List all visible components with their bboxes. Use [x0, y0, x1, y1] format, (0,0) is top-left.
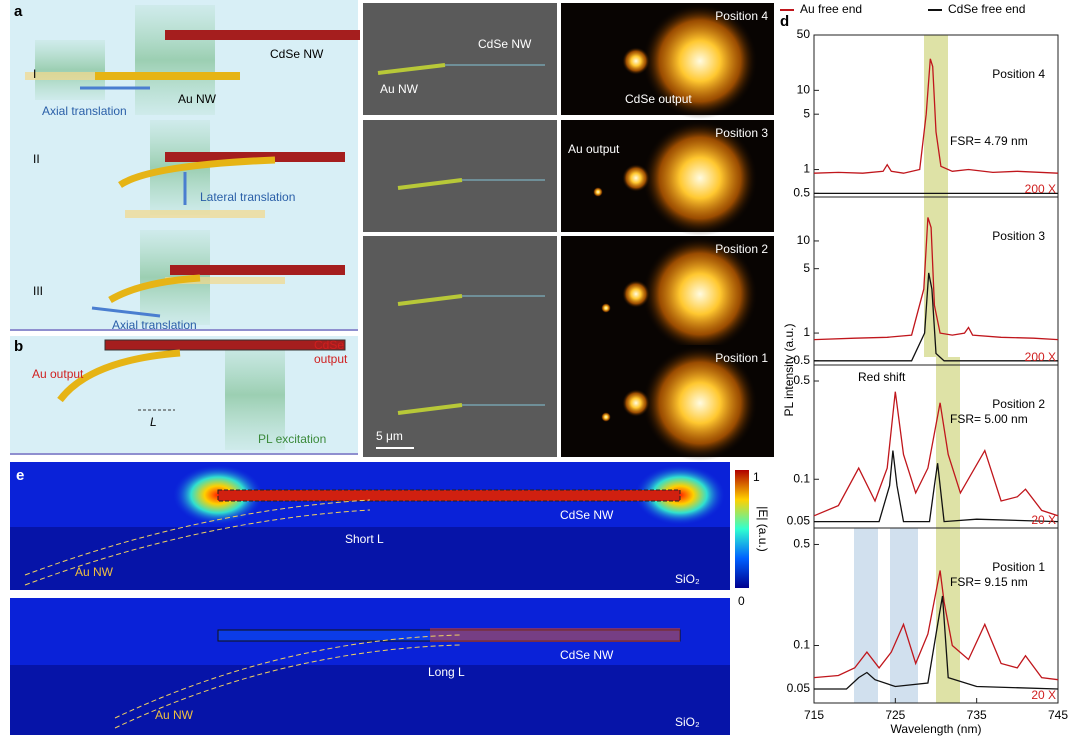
position-label: Position 2 [992, 397, 1045, 411]
panel-d: d Au free end CdSe free end 0.5 1 5 10 50 Posit… [780, 2, 1068, 736]
highlight-band [890, 528, 918, 703]
fsr-label: FSR= 4.79 nm [950, 134, 1028, 148]
position-label: Position 3 [992, 229, 1045, 243]
panel-b: b Au output CdSe output L PL excitation [10, 336, 358, 454]
y-tick-label: 0.05 [787, 681, 811, 695]
y-tick-label: 5 [803, 106, 810, 120]
au-output-label: Au output [32, 367, 84, 381]
cdse-output-label: output [314, 352, 348, 366]
au-nw [95, 72, 240, 80]
colorbar-min: 0 [738, 594, 745, 608]
row-label: I [33, 67, 36, 81]
position-label: Position 2 [715, 242, 768, 256]
colorbar-label: |E| (a.u.) [756, 506, 770, 552]
y-tick-label: 10 [797, 233, 811, 247]
au-spot [601, 412, 611, 422]
x-axis-label: Wavelength (nm) [891, 722, 982, 736]
gain-label: 200 X [1025, 182, 1056, 196]
glow [622, 389, 650, 417]
micrograph [363, 120, 557, 232]
cdse-label: CdSe NW [560, 648, 614, 662]
position-label: Position 4 [715, 9, 768, 23]
legend-label: CdSe free end [948, 2, 1025, 16]
glow [622, 164, 650, 192]
fsr-label: FSR= 5.00 nm [950, 412, 1028, 426]
gain-label: 20 X [1031, 513, 1056, 527]
cdse-nw [105, 340, 345, 350]
fsr-label: FSR= 9.15 nm [950, 575, 1028, 589]
y-tick-label: 1 [803, 162, 810, 176]
au-label: Au NW [155, 708, 194, 722]
y-tick-label: 5 [803, 261, 810, 275]
row-label: II [33, 152, 40, 166]
scale-label: 5 μm [376, 429, 403, 443]
au-nw-ghost [125, 210, 265, 218]
y-tick-label: 0.05 [787, 514, 811, 528]
y-tick-label: 10 [797, 83, 811, 97]
au-label: Au NW [75, 565, 114, 579]
length-label: L [150, 415, 157, 429]
arrow-label: Axial translation [42, 104, 127, 118]
arrow-label: Axial translation [112, 318, 197, 332]
au-spot [601, 303, 611, 313]
au-label: Au NW [178, 92, 217, 106]
position-label: Position 1 [715, 351, 768, 365]
cdse-label: CdSe NW [478, 37, 532, 51]
beam [35, 40, 105, 100]
panel-label: b [14, 338, 23, 355]
length-label: Long L [428, 665, 465, 679]
figure: a I II III CdSe NW Au NW Axial translati… [0, 0, 1077, 738]
y-tick-label: 0.1 [793, 471, 810, 485]
substrate [10, 665, 730, 735]
panel-e: e 1 0 |E| (a.u.) CdSe NW Short L Au NW S… [10, 462, 770, 735]
legend-label: Au free end [800, 2, 862, 16]
cdse-label: CdSe NW [560, 508, 614, 522]
y-tick-label: 50 [797, 27, 811, 41]
cdse-nw [218, 490, 680, 501]
y-tick-label: 0.5 [793, 186, 810, 200]
au-output-label: Au output [568, 142, 620, 156]
excitation-label: PL excitation [258, 432, 326, 446]
substrate-label: SiO₂ [675, 572, 700, 586]
x-tick-label: 745 [1048, 708, 1068, 722]
position-label: Position 3 [715, 126, 768, 140]
y-axis-label: PL intensity (a.u.) [782, 324, 796, 417]
micrograph [363, 236, 557, 348]
glow [622, 280, 650, 308]
row-label: III [33, 284, 43, 298]
highlight-band [924, 35, 948, 357]
colorbar [735, 470, 749, 588]
gain-label: 20 X [1031, 688, 1056, 702]
micrograph [363, 3, 557, 115]
panel-label: e [16, 467, 24, 484]
arrow-label: Lateral translation [200, 190, 295, 204]
au-label: Au NW [380, 82, 419, 96]
cdse-output-label: CdSe output [625, 92, 692, 106]
panel-label: d [780, 13, 789, 30]
note-label: Red shift [858, 370, 906, 384]
panel-a: a I II III CdSe NW Au NW Axial translati… [10, 0, 360, 332]
gain-label: 200 X [1025, 350, 1056, 364]
cdse-nw [165, 30, 360, 40]
length-label: Short L [345, 532, 384, 546]
y-tick-label: 1 [803, 325, 810, 339]
glow [622, 47, 650, 75]
y-tick-label: 0.1 [793, 638, 810, 652]
x-tick-label: 725 [885, 708, 905, 722]
colorbar-max: 1 [753, 470, 760, 484]
x-tick-label: 735 [967, 708, 987, 722]
panel-label: a [14, 3, 23, 20]
x-tick-label: 715 [804, 708, 824, 722]
au-spot [593, 187, 603, 197]
y-tick-label: 0.5 [793, 537, 810, 551]
position-label: Position 1 [992, 560, 1045, 574]
cdse-label: CdSe NW [270, 47, 324, 61]
cdse-nw [170, 265, 345, 275]
highlight-band [854, 528, 878, 703]
substrate-label: SiO₂ [675, 715, 700, 729]
cdse-output-label: CdSe [314, 338, 344, 352]
position-label: Position 4 [992, 67, 1045, 81]
field-band [430, 628, 680, 642]
